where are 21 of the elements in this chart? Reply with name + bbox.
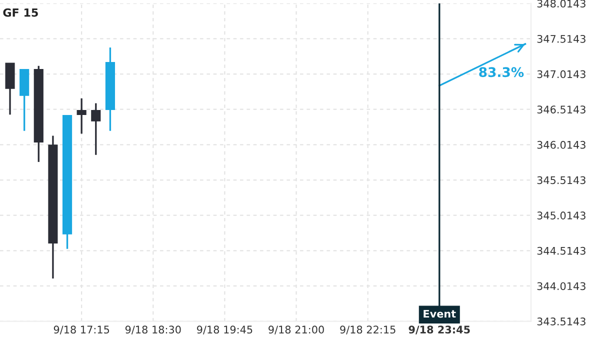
x-tick-label: 9/18 19:45: [197, 326, 252, 334]
y-tick-label: 346.5143: [537, 106, 586, 114]
chart-title: GF 15: [3, 8, 38, 17]
candlestick: [91, 102, 101, 156]
candlestick: [76, 98, 86, 135]
x-tick-label: 9/18 23:45: [408, 326, 470, 334]
y-tick-label: 347.0143: [537, 70, 586, 78]
y-tick-label: 345.5143: [537, 176, 586, 184]
y-tick-label: 344.5143: [537, 246, 586, 255]
y-tick-label: 346.0143: [537, 140, 586, 149]
y-tick-label: 348.0143: [537, 0, 586, 8]
annotation: 83.3%: [479, 67, 524, 78]
y-tick-label: 343.5143: [537, 318, 586, 326]
x-tick-label: 9/18 17:15: [54, 326, 110, 334]
x-tick-label: 9/18 18:30: [125, 326, 181, 334]
x-tick-label: 9/18 22:15: [340, 326, 396, 334]
ref-line-label: Event: [424, 310, 456, 318]
x-tick-label: 9/18 21:00: [268, 326, 324, 334]
y-tick-label: 344.0143: [537, 282, 586, 290]
y-tick-label: 345.0143: [537, 212, 586, 220]
y-tick-label: 347.5143: [537, 34, 586, 43]
